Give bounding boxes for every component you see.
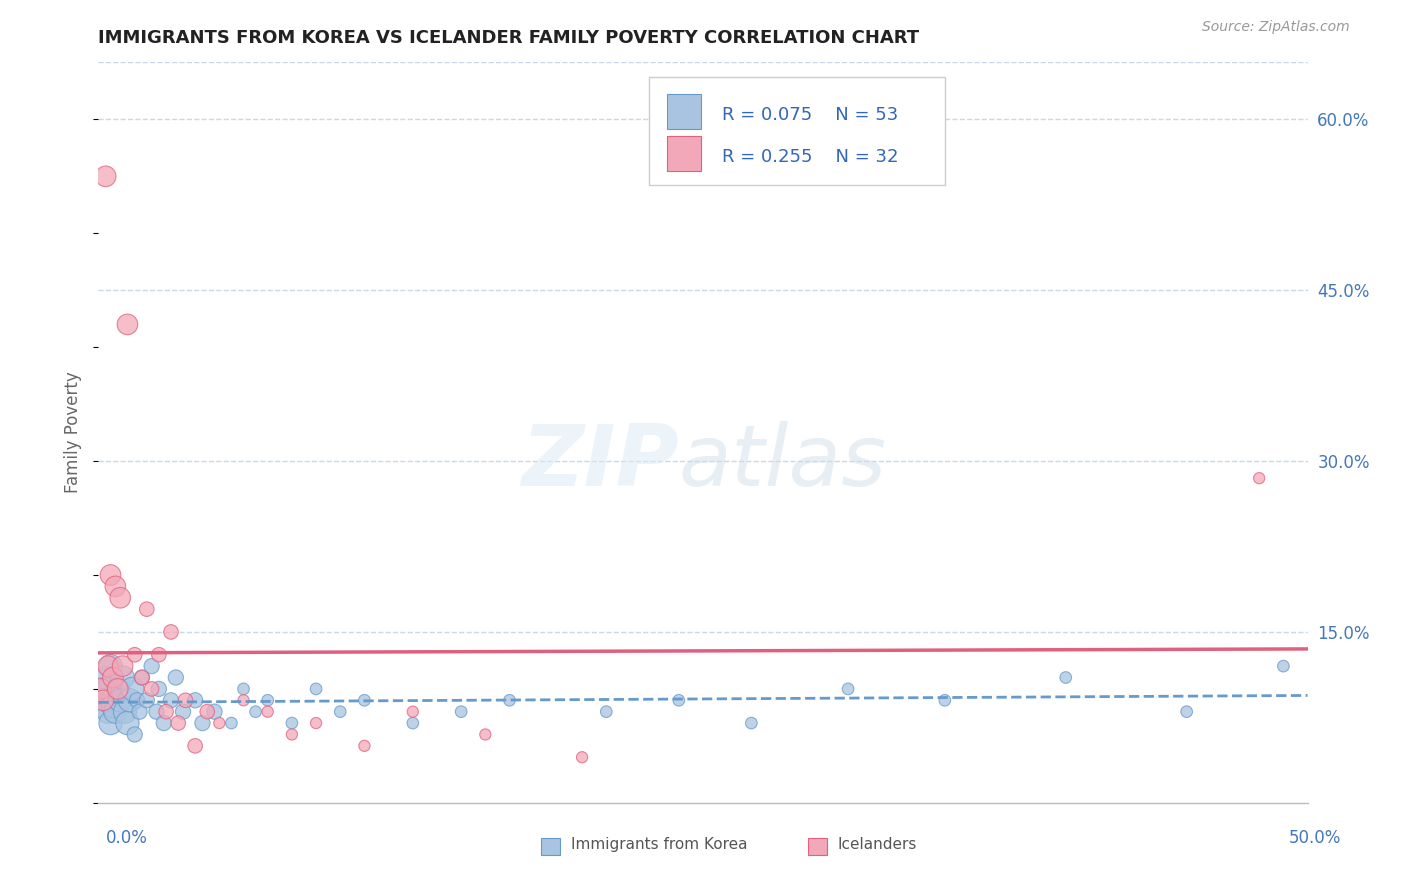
Point bbox=[152, 716, 174, 731]
Point bbox=[160, 693, 183, 707]
Point bbox=[1272, 659, 1295, 673]
Point bbox=[191, 716, 214, 731]
Point bbox=[91, 693, 114, 707]
Point bbox=[91, 688, 114, 702]
Point bbox=[118, 693, 141, 707]
Point bbox=[204, 705, 226, 719]
Point bbox=[124, 648, 146, 662]
Point bbox=[94, 671, 117, 685]
Point bbox=[174, 693, 197, 707]
Point bbox=[221, 716, 243, 731]
Point bbox=[184, 693, 207, 707]
Point bbox=[108, 693, 131, 707]
Point bbox=[114, 705, 136, 719]
Point bbox=[101, 693, 124, 707]
Point bbox=[117, 716, 139, 731]
Point bbox=[450, 705, 472, 719]
Point bbox=[100, 716, 122, 731]
Point bbox=[184, 739, 207, 753]
Point bbox=[281, 716, 304, 731]
Point bbox=[668, 693, 690, 707]
Point bbox=[167, 716, 190, 731]
Point bbox=[124, 727, 146, 741]
Text: Source: ZipAtlas.com: Source: ZipAtlas.com bbox=[1202, 21, 1350, 34]
Point bbox=[127, 693, 149, 707]
Point bbox=[104, 579, 127, 593]
Point bbox=[172, 705, 194, 719]
Point bbox=[141, 659, 163, 673]
Point bbox=[111, 659, 134, 673]
Point bbox=[498, 693, 520, 707]
Point bbox=[131, 671, 153, 685]
Point bbox=[121, 681, 143, 696]
Point bbox=[97, 681, 120, 696]
Point bbox=[740, 716, 762, 731]
Point bbox=[402, 716, 425, 731]
Point bbox=[148, 681, 170, 696]
Point bbox=[474, 727, 496, 741]
Point bbox=[104, 705, 127, 719]
Bar bbox=[666, 94, 700, 129]
Point bbox=[135, 602, 157, 616]
Point bbox=[281, 727, 304, 741]
Point bbox=[135, 693, 157, 707]
Point bbox=[305, 681, 328, 696]
Point bbox=[160, 624, 183, 639]
Point bbox=[353, 693, 375, 707]
Point bbox=[100, 568, 122, 582]
Text: R = 0.075    N = 53: R = 0.075 N = 53 bbox=[723, 106, 898, 124]
Point bbox=[145, 705, 167, 719]
Point bbox=[165, 671, 187, 685]
Point bbox=[107, 681, 129, 696]
Point bbox=[837, 681, 859, 696]
Point bbox=[595, 705, 617, 719]
Point bbox=[117, 318, 139, 332]
Point bbox=[97, 705, 120, 719]
Point bbox=[245, 705, 267, 719]
Point bbox=[97, 659, 120, 673]
Point bbox=[232, 693, 254, 707]
Point bbox=[100, 659, 122, 673]
Text: IMMIGRANTS FROM KOREA VS ICELANDER FAMILY POVERTY CORRELATION CHART: IMMIGRANTS FROM KOREA VS ICELANDER FAMIL… bbox=[98, 29, 920, 47]
Text: Immigrants from Korea: Immigrants from Korea bbox=[571, 837, 748, 852]
Text: ZIP: ZIP bbox=[522, 421, 679, 504]
Point bbox=[256, 693, 278, 707]
Point bbox=[208, 716, 231, 731]
Point bbox=[101, 698, 124, 713]
Point bbox=[131, 671, 153, 685]
Point bbox=[155, 705, 177, 719]
Point bbox=[571, 750, 593, 764]
Point bbox=[148, 648, 170, 662]
Point bbox=[1175, 705, 1198, 719]
Point bbox=[353, 739, 375, 753]
Text: Icelanders: Icelanders bbox=[838, 837, 917, 852]
Point bbox=[94, 693, 117, 707]
Text: R = 0.255    N = 32: R = 0.255 N = 32 bbox=[723, 148, 898, 166]
Point bbox=[256, 705, 278, 719]
Point bbox=[934, 693, 956, 707]
Bar bbox=[666, 136, 700, 171]
Point bbox=[402, 705, 425, 719]
Point bbox=[91, 698, 114, 713]
Point bbox=[305, 716, 328, 731]
Text: 0.0%: 0.0% bbox=[105, 829, 148, 847]
Point bbox=[94, 169, 117, 184]
Point bbox=[101, 671, 124, 685]
Point bbox=[232, 681, 254, 696]
Point bbox=[141, 681, 163, 696]
FancyBboxPatch shape bbox=[648, 78, 945, 185]
Point bbox=[1249, 471, 1271, 485]
Point bbox=[111, 671, 134, 685]
Point bbox=[329, 705, 352, 719]
Text: 50.0%: 50.0% bbox=[1288, 829, 1341, 847]
Point bbox=[108, 591, 131, 605]
Point bbox=[1054, 671, 1077, 685]
Point bbox=[90, 681, 112, 696]
Point bbox=[90, 681, 112, 696]
Y-axis label: Family Poverty: Family Poverty bbox=[65, 372, 83, 493]
Point bbox=[107, 681, 129, 696]
Text: atlas: atlas bbox=[679, 421, 887, 504]
Point bbox=[195, 705, 218, 719]
Point bbox=[128, 705, 150, 719]
